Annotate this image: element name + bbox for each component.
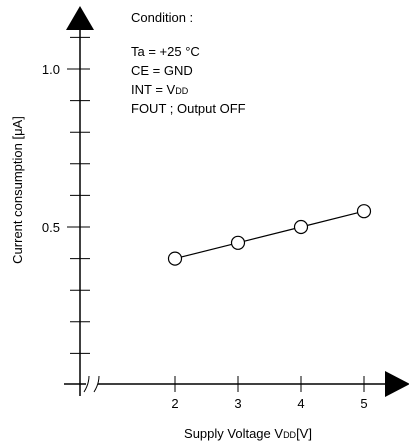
x-tick-label-4: 4 (297, 396, 304, 411)
series-line (174, 210, 365, 260)
x-tick-label-5: 5 (360, 396, 367, 411)
x-axis-ticks: 2 3 4 5 (171, 376, 368, 411)
y-tick-label-1-0: 1.0 (42, 62, 60, 77)
data-point-5 (356, 204, 372, 219)
condition-ta: Ta = +25 °C (131, 44, 200, 59)
condition-ce: CE = GND (131, 63, 193, 78)
data-point-4 (293, 219, 309, 235)
y-axis-ticks (67, 36, 90, 354)
data-point-3 (230, 235, 246, 250)
condition-block: Condition : Ta = +25 °C CE = GND INT = V… (131, 10, 246, 116)
x-tick-label-2: 2 (171, 396, 178, 411)
condition-fout: FOUT ; Output OFF (131, 101, 246, 116)
condition-int: INT = VDD (131, 82, 189, 97)
y-axis-title: Current consumption [μA] (10, 116, 25, 264)
condition-title: Condition : (131, 10, 193, 25)
y-axis-arrow (66, 6, 94, 30)
y-tick-label-0-5: 0.5 (42, 220, 60, 235)
x-tick-label-3: 3 (234, 396, 241, 411)
axis-break-mark (83, 375, 100, 393)
series-current-consumption (167, 204, 372, 266)
data-point-2 (167, 251, 183, 266)
x-axis-title: Supply Voltage VDD[V] (184, 426, 312, 441)
x-axis-arrow (385, 371, 409, 397)
